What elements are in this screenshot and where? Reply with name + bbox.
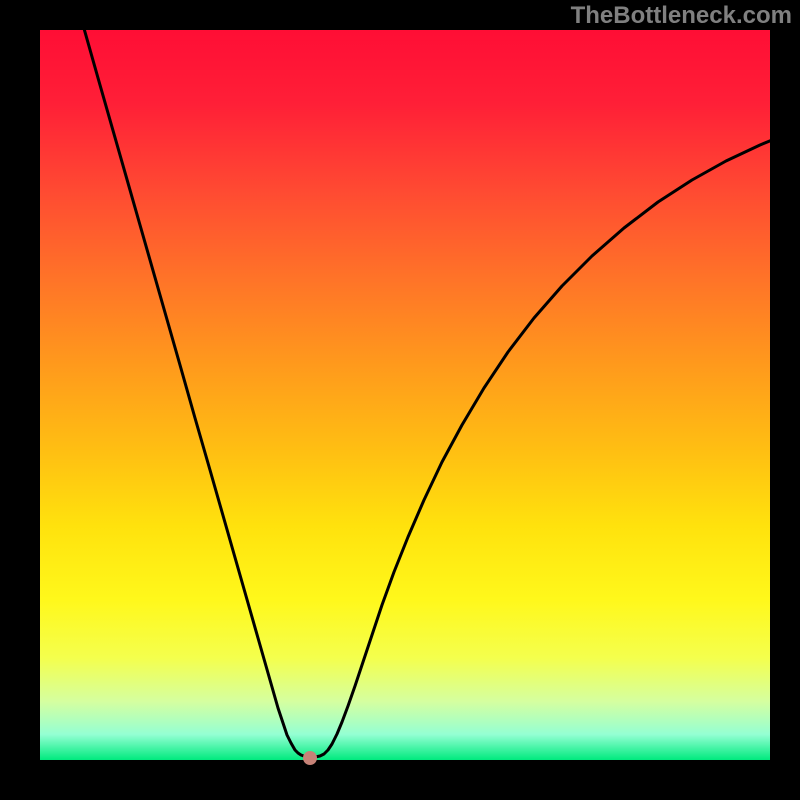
- curve-path: [83, 30, 770, 757]
- bottleneck-curve: [40, 30, 770, 760]
- optimum-marker: [303, 751, 317, 765]
- watermark-text: TheBottleneck.com: [571, 2, 792, 30]
- chart-area: [40, 30, 770, 760]
